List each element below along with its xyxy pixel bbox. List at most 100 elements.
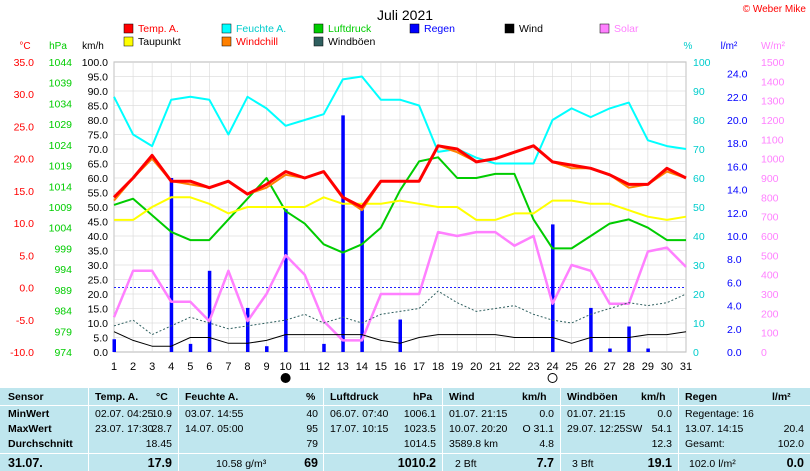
tick-label-kmh: 65.0 bbox=[88, 159, 109, 171]
rain-bar bbox=[398, 319, 402, 352]
x-tick-label: 13 bbox=[337, 361, 349, 373]
x-tick-label: 9 bbox=[263, 361, 269, 373]
header-temp: Temp. A. bbox=[95, 391, 139, 403]
header-boeen: Windböen bbox=[567, 391, 618, 403]
stat-wind-t: 10.07. 20:20 bbox=[449, 423, 508, 435]
stat-reg-t: Gesamt: bbox=[685, 438, 725, 450]
tick-label-temp: 25.0 bbox=[14, 121, 35, 133]
current-wind-bft: 2 Bft bbox=[455, 458, 477, 470]
stat-luft-v: 1014.5 bbox=[403, 438, 436, 450]
tick-label-temp: 35.0 bbox=[14, 57, 35, 69]
stat-wind-v: 4.8 bbox=[539, 438, 554, 450]
chart-title: Juli 2021 bbox=[377, 7, 433, 23]
tick-label-pct: 40 bbox=[693, 231, 705, 243]
stat-feu-v: 95 bbox=[306, 423, 318, 435]
tick-label-kmh: 15.0 bbox=[88, 304, 109, 316]
tick-label-hpa: 989 bbox=[54, 285, 72, 297]
tick-label-hpa: 1044 bbox=[49, 57, 73, 69]
x-tick-label: 7 bbox=[225, 361, 231, 373]
tick-label-pct: 80 bbox=[693, 115, 705, 127]
x-tick-label: 3 bbox=[149, 361, 155, 373]
legend-swatch-wind bbox=[504, 23, 515, 34]
tick-label-rain: 10.0 bbox=[727, 231, 748, 243]
current-regen-total: 102.0 l/m² bbox=[689, 458, 736, 470]
x-tick-label: 19 bbox=[451, 361, 463, 373]
tick-label-hpa: 1019 bbox=[49, 161, 73, 173]
stat-boe-t: 29.07. 12:25SW bbox=[567, 423, 643, 435]
tick-label-pct: 100 bbox=[693, 57, 711, 69]
tick-label-rain: 24.0 bbox=[727, 69, 748, 81]
x-tick-label: 21 bbox=[489, 361, 501, 373]
header-luftdruck: Luftdruck bbox=[330, 391, 379, 403]
tick-label-kmh: 35.0 bbox=[88, 246, 109, 258]
header-luftdruck-unit: hPa bbox=[413, 391, 433, 403]
tick-label-pct: 90 bbox=[693, 86, 705, 98]
stat-wind-t: 01.07. 21:15 bbox=[449, 408, 508, 420]
tick-label-rain: 22.0 bbox=[727, 92, 748, 104]
tick-label-solar: 800 bbox=[761, 192, 779, 204]
x-tick-label: 5 bbox=[187, 361, 193, 373]
tick-label-hpa: 1034 bbox=[49, 98, 73, 110]
current-luftdruck: 1010.2 bbox=[397, 456, 436, 470]
tick-label-rain: 16.0 bbox=[727, 161, 748, 173]
rain-bar bbox=[341, 115, 345, 352]
tick-label-rain: 18.0 bbox=[727, 138, 748, 150]
rain-bar bbox=[207, 270, 212, 352]
header-boeen-unit: km/h bbox=[641, 391, 666, 403]
tick-label-temp: -10.0 bbox=[10, 347, 34, 359]
tick-label-kmh: 5.0 bbox=[93, 333, 108, 345]
tick-label-kmh: 40.0 bbox=[88, 231, 109, 243]
tick-label-kmh: 30.0 bbox=[88, 260, 109, 272]
tick-label-kmh: 60.0 bbox=[88, 173, 109, 185]
legend-swatch-windchill bbox=[221, 36, 232, 47]
x-tick-label: 23 bbox=[527, 361, 539, 373]
series-line-solar bbox=[112, 230, 687, 342]
axis-unit-rain: l/m² bbox=[721, 41, 738, 52]
full-moon-icon bbox=[547, 373, 558, 383]
tick-label-rain: 4.0 bbox=[727, 301, 742, 313]
x-tick-label: 29 bbox=[642, 361, 654, 373]
tick-label-kmh: 50.0 bbox=[88, 202, 109, 214]
grid bbox=[113, 61, 687, 353]
new-moon-icon bbox=[280, 373, 291, 383]
axis-unit-kmh: km/h bbox=[82, 41, 104, 52]
tick-label-rain: 6.0 bbox=[727, 277, 742, 289]
tick-label-pct: 60 bbox=[693, 173, 705, 185]
tick-label-solar: 1000 bbox=[761, 154, 785, 166]
x-tick-label: 28 bbox=[623, 361, 635, 373]
tick-label-kmh: 0.0 bbox=[93, 347, 108, 359]
rain-bar bbox=[360, 209, 364, 352]
rain-bar bbox=[608, 348, 612, 352]
tick-label-kmh: 95.0 bbox=[88, 72, 109, 84]
tick-label-pct: 10 bbox=[693, 318, 705, 330]
stats-panel: Sensor Temp. A. °C Feuchte A. % Luftdruc… bbox=[0, 388, 810, 471]
header-temp-unit: °C bbox=[156, 391, 168, 403]
rain-bar bbox=[265, 346, 269, 352]
x-tick-label: 20 bbox=[470, 361, 482, 373]
x-tick-label: 25 bbox=[565, 361, 577, 373]
tick-label-kmh: 85.0 bbox=[88, 101, 109, 113]
tick-label-solar: 1400 bbox=[761, 76, 785, 88]
x-tick-label: 16 bbox=[394, 361, 406, 373]
series-line-windb-en bbox=[113, 290, 687, 336]
rain-bar bbox=[322, 343, 326, 352]
stat-feu-v: 40 bbox=[306, 408, 318, 420]
rain-bar bbox=[646, 348, 650, 352]
rain-bar bbox=[245, 307, 250, 352]
tick-label-temp: 0.0 bbox=[19, 283, 34, 295]
tick-label-hpa: 984 bbox=[54, 306, 72, 318]
series-lines bbox=[112, 75, 687, 347]
legend-swatch-regen bbox=[409, 23, 420, 34]
stat-label: Durchschnitt bbox=[8, 438, 73, 450]
tick-label-solar: 300 bbox=[761, 289, 779, 301]
x-tick-label: 31 bbox=[680, 361, 692, 373]
header-regen-unit: l/m² bbox=[772, 391, 791, 403]
current-regen: 0.0 bbox=[786, 456, 804, 470]
stat-boe-v: 0.0 bbox=[657, 408, 672, 420]
series-line-feuchte-a bbox=[113, 75, 687, 165]
stat-boe-v: 54.1 bbox=[651, 423, 672, 435]
header-feuchte: Feuchte A. bbox=[185, 391, 239, 403]
legend-label-temp: Temp. A. bbox=[138, 23, 179, 35]
tick-label-kmh: 10.0 bbox=[88, 318, 109, 330]
tick-label-hpa: 1024 bbox=[49, 140, 73, 152]
